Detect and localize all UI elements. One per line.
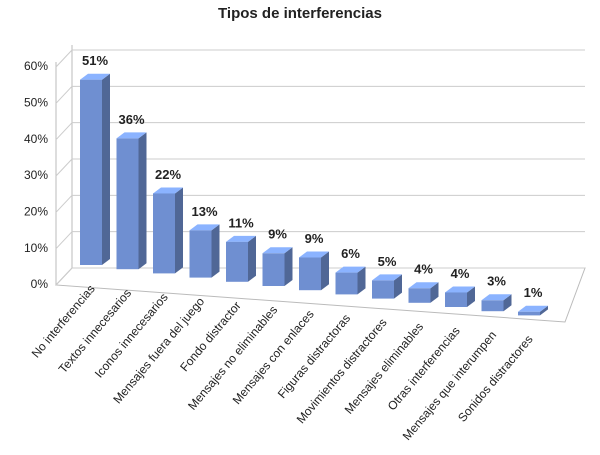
bar: [226, 241, 248, 282]
value-label: 4%: [414, 262, 433, 277]
bar-top: [372, 274, 402, 281]
bar: [408, 288, 431, 303]
y-tick-label: 50%: [24, 96, 48, 110]
grid-line-side: [55, 267, 73, 286]
value-label: 1%: [524, 285, 543, 300]
value-label: 9%: [305, 231, 324, 246]
x-tick-label: Mensajes eliminables: [342, 320, 426, 417]
bar-top: [226, 235, 256, 242]
y-tick-label: 60%: [24, 59, 48, 73]
grid-line-side: [55, 49, 73, 68]
bar-side: [102, 73, 110, 265]
bar: [299, 257, 321, 291]
bar-top: [116, 132, 147, 139]
bar-side: [357, 266, 366, 295]
x-tick-label: Textos innecesarios: [56, 286, 134, 376]
bar-side: [211, 224, 220, 278]
bar: [372, 280, 394, 299]
y-tick-label: 0%: [31, 277, 49, 291]
bar-side: [467, 286, 475, 307]
bar: [445, 292, 467, 307]
bar-side: [503, 294, 512, 312]
value-label: 4%: [451, 266, 470, 281]
y-tick-label: 30%: [24, 168, 48, 182]
grid-line-side: [55, 158, 73, 177]
bar-top: [299, 251, 329, 258]
value-label: 11%: [228, 215, 254, 230]
value-label: 13%: [191, 204, 217, 219]
grid-line-side: [55, 85, 73, 104]
bar-top: [481, 294, 512, 301]
chart-title: Tipos de interferencias: [218, 5, 382, 22]
bar-side: [321, 251, 329, 291]
x-tick-label: Otras interferencias: [385, 324, 463, 413]
value-label: 9%: [268, 227, 287, 242]
bar: [189, 230, 212, 278]
grid-line-side: [55, 194, 73, 213]
bar-side: [430, 282, 439, 303]
bar: [116, 138, 139, 270]
value-label: 6%: [341, 246, 360, 261]
bar-side: [248, 235, 256, 282]
value-label: 51%: [82, 53, 108, 68]
value-label: 5%: [378, 254, 397, 269]
value-label: 3%: [487, 274, 506, 289]
bar: [153, 193, 175, 274]
x-tick-label: Figuras distractoras: [275, 311, 353, 401]
y-tick-label: 40%: [24, 132, 48, 146]
bar: [335, 272, 358, 295]
grid-line-side: [55, 231, 73, 250]
value-label: 22%: [155, 167, 181, 182]
y-tick-label: 20%: [24, 205, 48, 219]
bar-side: [175, 187, 183, 274]
grid-line-side: [55, 122, 73, 141]
x-tick-label: Iconos innecesarios: [92, 290, 171, 380]
value-label: 36%: [118, 112, 144, 127]
bar: [262, 253, 285, 286]
bar-side: [540, 305, 548, 316]
bar: [80, 79, 102, 265]
bar-top: [80, 73, 110, 80]
bar-top: [445, 286, 475, 293]
bar-top: [153, 187, 183, 194]
bar: [481, 300, 504, 312]
bar-top: [335, 266, 366, 273]
bar-side: [138, 132, 147, 270]
x-tick-label: Sonidos distractores: [455, 332, 536, 424]
bar-side: [284, 247, 293, 286]
bar-top: [518, 305, 548, 312]
bar-side: [394, 274, 402, 299]
y-tick-label: 10%: [24, 241, 48, 255]
bar-top: [189, 224, 220, 231]
bar-top: [408, 282, 439, 289]
bar-top: [262, 247, 293, 254]
bar: [518, 311, 540, 316]
